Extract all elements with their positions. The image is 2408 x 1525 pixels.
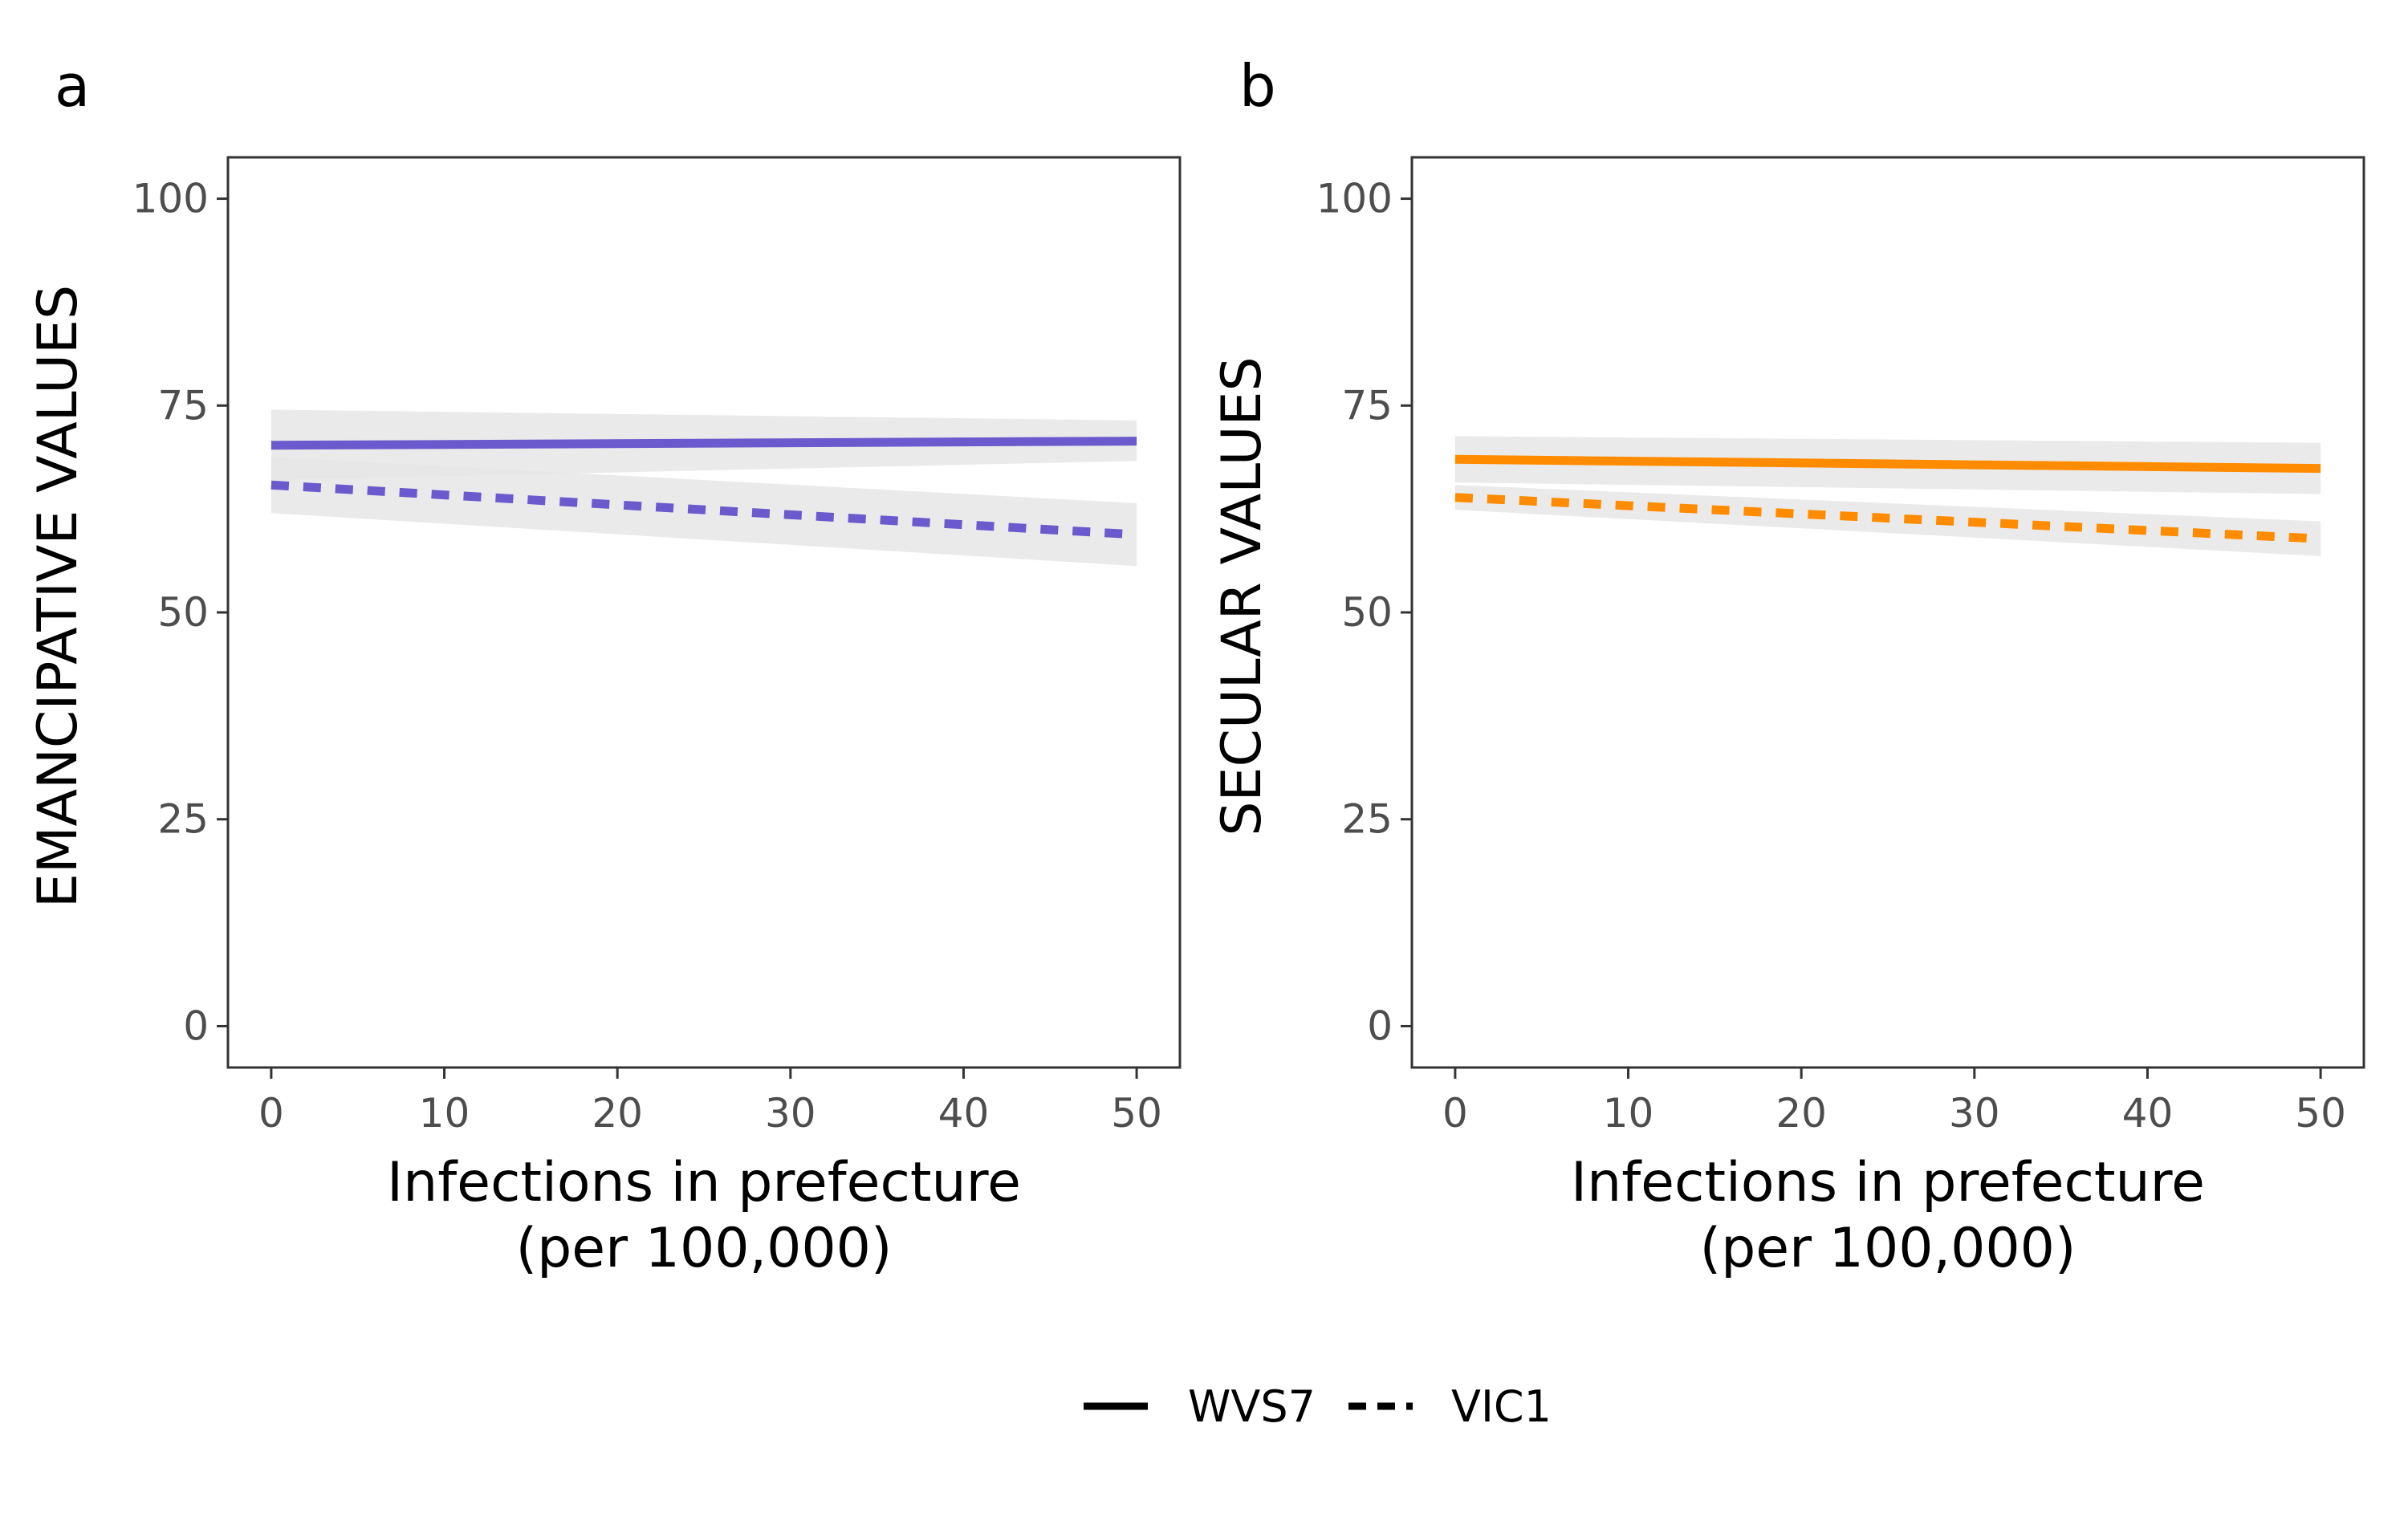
- x-axis-title: (per 100,000): [1700, 1217, 2076, 1280]
- y-tick-label: 75: [157, 382, 209, 429]
- series-line-wvs7: [1454, 454, 2321, 474]
- series-line-vic1: [270, 480, 1137, 539]
- x-tick-label: 10: [1603, 1090, 1654, 1137]
- x-tick-label: 40: [2122, 1090, 2174, 1137]
- x-tick-label: 0: [258, 1090, 284, 1137]
- x-axis-title: (per 100,000): [516, 1217, 893, 1280]
- y-tick-label: 25: [157, 796, 209, 843]
- y-tick-label: 0: [183, 1002, 209, 1049]
- y-tick-label: 75: [1341, 382, 1393, 429]
- panel-a: a 0 25 50 75 100 0 10 20 30 40 50 Infections in pref…: [26, 52, 1182, 1280]
- legend: WVS7 VIC1: [1084, 1381, 1552, 1432]
- series-line-wvs7: [270, 437, 1137, 450]
- panel-tag: b: [1239, 52, 1276, 120]
- panel-border: [226, 156, 1182, 1069]
- x-axis-title: Infections in prefecture: [387, 1151, 1021, 1214]
- x-tick-label: 50: [1111, 1090, 1162, 1137]
- legend-label: WVS7: [1188, 1381, 1316, 1432]
- panel-border: [1410, 156, 2365, 1069]
- x-tick-label: 50: [2295, 1090, 2346, 1137]
- series-line-vic1: [1454, 493, 2321, 543]
- y-tick-label: 100: [132, 176, 209, 222]
- y-tick-label: 50: [157, 589, 209, 636]
- panel-b: b 0 25 50 75 100 0 10 20 30 40 50 Infections in pref…: [1210, 52, 2365, 1280]
- y-tick-label: 0: [1367, 1002, 1393, 1049]
- legend-label: VIC1: [1451, 1381, 1552, 1432]
- y-axis-title: EMANCIPATIVE VALUES: [26, 285, 90, 908]
- x-tick-label: 0: [1442, 1090, 1468, 1137]
- x-tick-label: 10: [419, 1090, 470, 1137]
- y-tick-label: 100: [1316, 176, 1393, 222]
- panel-tag: a: [55, 52, 90, 120]
- x-tick-label: 20: [592, 1090, 643, 1137]
- x-tick-label: 30: [765, 1090, 816, 1137]
- x-tick-label: 30: [1949, 1090, 2000, 1137]
- x-tick-label: 20: [1775, 1090, 1827, 1137]
- y-tick-label: 50: [1341, 589, 1393, 636]
- x-axis-title: Infections in prefecture: [1571, 1151, 2205, 1214]
- y-tick-label: 25: [1341, 796, 1393, 843]
- y-axis-title: SECULAR VALUES: [1210, 356, 1274, 836]
- x-tick-label: 40: [938, 1090, 990, 1137]
